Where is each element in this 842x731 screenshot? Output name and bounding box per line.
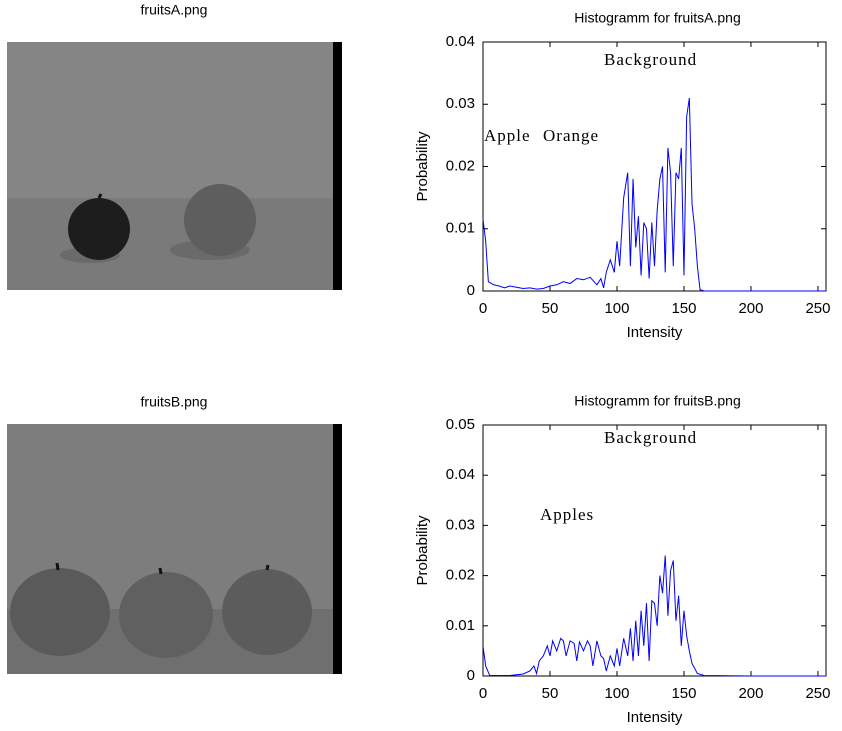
x-tick-label: 50 bbox=[542, 685, 559, 702]
image-title: fruitsB.png bbox=[141, 394, 208, 410]
y-tick-label: 0.03 bbox=[446, 516, 475, 533]
x-tick-label: 150 bbox=[671, 300, 696, 317]
x-tick-label: 200 bbox=[738, 685, 763, 702]
y-tick-label: 0.01 bbox=[446, 617, 475, 634]
y-axis-label: Probability bbox=[414, 515, 431, 586]
x-tick-label: 100 bbox=[604, 300, 629, 317]
annotation: Apple bbox=[484, 126, 531, 145]
y-tick-label: 0.02 bbox=[446, 567, 475, 584]
x-tick-label: 250 bbox=[805, 300, 830, 317]
y-tick-label: 0.01 bbox=[446, 220, 475, 237]
x-tick-label: 50 bbox=[542, 300, 559, 317]
x-tick-label: 0 bbox=[479, 685, 487, 702]
image-fruits-a bbox=[7, 42, 342, 290]
annotation: Orange bbox=[543, 126, 599, 145]
x-tick-label: 150 bbox=[671, 685, 696, 702]
y-tick-label: 0.04 bbox=[446, 33, 475, 50]
image-title: fruitsA.png bbox=[141, 2, 208, 18]
axes-frame bbox=[482, 41, 827, 292]
annotation: Background bbox=[604, 428, 697, 447]
x-axis-label: Intensity bbox=[627, 709, 683, 726]
histogram-line bbox=[482, 97, 826, 292]
y-tick-label: 0.03 bbox=[446, 95, 475, 112]
y-tick-label: 0.02 bbox=[446, 157, 475, 174]
y-tick-label: 0 bbox=[467, 667, 475, 684]
image-fruits-b bbox=[7, 424, 342, 674]
chart-title: Histogramm for fruitsA.png bbox=[574, 10, 741, 26]
y-tick-label: 0.05 bbox=[446, 416, 475, 433]
axes-frame bbox=[482, 424, 827, 677]
chart-title: Histogramm for fruitsB.png bbox=[574, 393, 741, 409]
annotation: Background bbox=[604, 50, 697, 69]
x-tick-label: 200 bbox=[738, 300, 763, 317]
x-tick-label: 100 bbox=[604, 685, 629, 702]
y-tick-label: 0.04 bbox=[446, 466, 475, 483]
x-tick-label: 250 bbox=[805, 685, 830, 702]
annotation: Apples bbox=[540, 505, 594, 524]
histogram-line bbox=[482, 555, 826, 677]
x-tick-label: 0 bbox=[479, 300, 487, 317]
y-axis-label: Probability bbox=[414, 131, 431, 202]
x-axis-label: Intensity bbox=[627, 324, 683, 341]
y-tick-label: 0 bbox=[467, 282, 475, 299]
